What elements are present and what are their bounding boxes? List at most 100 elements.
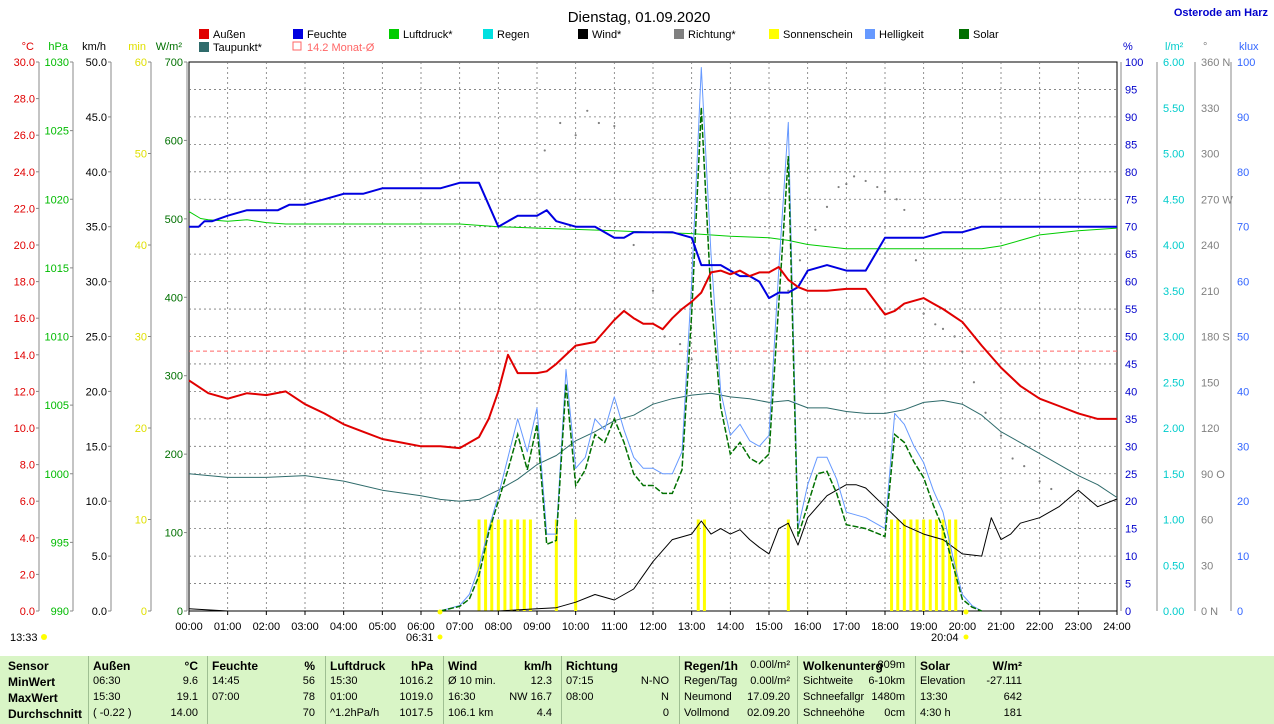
x-tick-label: 16:00 [794,621,822,633]
axis-tick-label-left: 5.0 [92,551,107,563]
direction-point [559,121,562,125]
x-tick-label: 11:00 [601,621,628,633]
axis-tick-label-right: 360 N [1201,57,1230,69]
table-cell-r2: N-NO [640,675,669,687]
sunshine-bar [941,519,945,611]
table-cell-f2: % [304,659,315,673]
direction-point [825,205,829,208]
table-cell-a1: Außen [93,659,131,673]
table-cell-a1: 06:30 [93,675,121,687]
legend-swatch-aussen [199,29,209,39]
x-tick-label: 04:00 [330,621,358,633]
axis-tick-label-right: 45 [1125,359,1137,371]
sunshine-bar [522,519,526,611]
axis-tick-label-right: 70 [1237,222,1249,234]
axis-tick-label-left: 4.0 [20,533,35,545]
table-cell-r2: N [661,691,669,703]
axis-tick-label-right: 75 [1125,194,1137,206]
direction-point [1023,465,1026,468]
axis-tick-label-left: 2.0 [20,569,35,581]
table-cell-sensor: MinWert [8,675,56,689]
x-tick-label: 19:00 [910,621,938,633]
table-cell-k1: Schneehöhe [803,707,865,719]
sunshine-bar [909,519,913,611]
legend-label-regen: Regen [497,29,529,41]
direction-point [999,434,1003,437]
x-tick-label: 08:00 [485,621,513,633]
axis-tick-label-left: 300 [165,371,183,383]
table-cell-s2: W/m² [992,659,1022,673]
axis-tick-label-right: 85 [1125,139,1137,151]
direction-point [814,228,817,231]
x-tick-label: 10:00 [562,621,590,633]
axis-tick-label-left: 1015 [45,263,69,275]
direction-point [934,323,937,326]
axis-unit-left: min [128,41,146,53]
legend-swatch-regen [483,29,493,39]
axis-tick-label-right: 120 [1201,423,1219,435]
x-tick-label: 06:00 [407,621,435,633]
station-name[interactable]: Osterode am Harz [1174,7,1269,19]
table-cell-a1: 15:30 [93,691,121,703]
table-cell-l1: 01:00 [330,691,358,703]
table-cell-sensor: Sensor [8,659,49,673]
x-tick-label: 00:00 [175,621,203,633]
axis-tick-label-right: 10 [1125,551,1137,563]
table-cell-s1: Elevation [920,675,966,687]
direction-point [903,208,906,212]
sunshine-bar [902,519,906,611]
axis-tick-label-right: 3.00 [1163,332,1184,344]
axes: °C 30.0 28.0 26.0 24.0 22.0 20.0 18.0 16.0 14.0 12… [14,41,1259,618]
axis-tick-label-right: 40 [1125,386,1137,398]
direction-point [798,259,802,262]
table-cell-f1: 14:45 [212,675,240,687]
table-cell-w1: Wind [448,659,478,673]
sunshine-bar [896,519,900,611]
table-cell-l1: Luftdruck [330,659,386,673]
statistics-table: Sensor Außen °C Feuchte% Luftdruck hPa Wind km/… [0,656,1274,724]
axis-tick-label-right: 3.50 [1163,286,1184,298]
table-cell-g2: 0.00l/m² [750,675,790,687]
sunshine-bar [496,519,500,611]
axis-tick-label-right: 5.00 [1163,149,1184,161]
table-cell-k2: 809m [877,659,905,671]
sunrise-tick-icon [437,609,443,615]
table-cell-a2: 14.00 [170,707,198,719]
axis-tick-label-right: 80 [1237,167,1249,179]
direction-point [543,149,546,152]
table-divider [797,656,798,724]
legend-label-taupunkt: Taupunkt* [213,42,263,54]
axis-tick-label-left: 40 [135,240,147,252]
axis-tick-label-left: 30.0 [86,277,107,289]
sunshine-bar [696,519,700,611]
table-cell-a1: ( -0.22 ) [93,707,132,719]
axis-tick-label-left: 200 [165,449,183,461]
grid [188,61,1118,612]
table-cell-w2: km/h [523,659,552,673]
legend-swatch-taupunkt [199,42,209,52]
direction-point [787,289,790,292]
table-cell-sensor: Durchschnitt [8,707,83,721]
table-cell-f1: Feuchte [212,659,259,673]
x-tick-label: 20:00 [949,621,977,633]
axis-tick-label-left: 1020 [45,194,69,206]
x-tick-label: 21:00 [987,621,1015,633]
direction-point [984,411,987,414]
direction-point [961,350,964,353]
axis-unit-left: °C [22,41,34,53]
sunshine-bar [554,519,558,611]
axis-tick-label-right: 0.00 [1163,606,1184,618]
sunshine-bar [503,519,507,611]
series-line-taupunkt [188,392,1118,502]
axis-tick-label-right: 4.00 [1163,240,1184,252]
axis-tick-label-left: 24.0 [14,167,35,179]
axis-tick-label-right: 240 [1201,240,1219,252]
x-tick-label: 01:00 [214,621,242,633]
direction-point [864,179,867,183]
sunshine-bar [574,519,578,611]
axis-tick-label-right: 100 [1237,57,1255,69]
table-cell-l2: 1016.2 [399,675,433,687]
table-cell-l2: 1019.0 [399,691,433,703]
axis-tick-label-right: 90 [1125,112,1137,124]
axis-tick-label-left: 1000 [45,469,69,481]
